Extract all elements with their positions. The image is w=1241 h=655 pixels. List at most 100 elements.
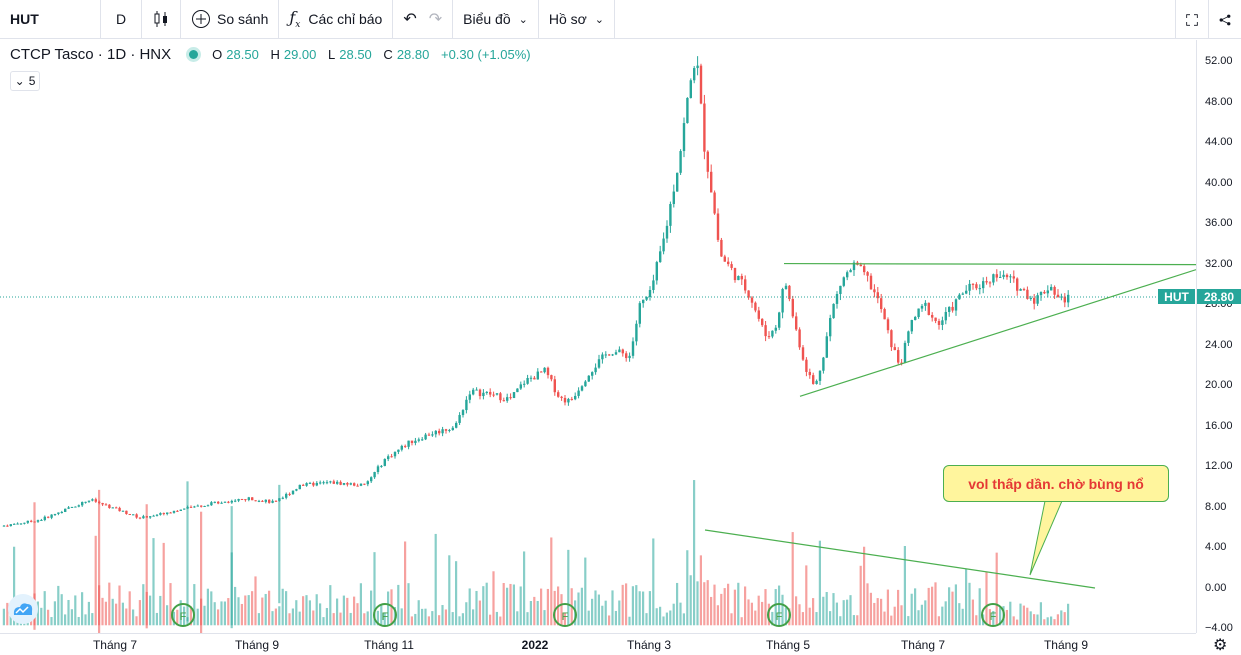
volume-bar (400, 608, 403, 626)
time-tick-label: Tháng 7 (92, 638, 138, 652)
compare-button[interactable]: So sánh (181, 0, 278, 39)
share-button[interactable] (1209, 0, 1241, 39)
volume-bar (801, 612, 804, 626)
symbol-search-button[interactable]: HUT (10, 11, 39, 27)
candle (495, 393, 499, 396)
candle (818, 370, 822, 385)
event-marker[interactable]: F (981, 603, 1005, 627)
volume-bar (883, 611, 886, 626)
logo-icon[interactable] (8, 594, 38, 624)
volume-bar (645, 613, 648, 626)
candle (893, 343, 896, 351)
candle (516, 388, 519, 393)
svg-text:F: F (562, 611, 569, 623)
support-trendline[interactable] (799, 269, 1196, 397)
profile-menu-button[interactable]: Hồ sơ ⌄ (539, 0, 614, 39)
candle (47, 516, 50, 519)
volume-bar (98, 489, 101, 633)
volume-bar (373, 552, 376, 626)
volume-bar (968, 582, 971, 626)
volume-bar (659, 606, 662, 626)
candle (138, 517, 142, 520)
redo-button[interactable]: ↷ (427, 0, 452, 39)
volume-bar (880, 598, 883, 626)
volume-bar (567, 549, 570, 626)
event-marker[interactable]: F (373, 603, 397, 627)
indicators-button[interactable]: ƒx Các chỉ báo (279, 0, 392, 39)
candle (346, 482, 349, 487)
volume-bar (444, 609, 447, 626)
fullscreen-button[interactable] (1176, 0, 1208, 39)
resistance-trendline[interactable] (783, 262, 1196, 266)
candle (580, 385, 584, 392)
settings-gear-icon[interactable]: ⚙ (1213, 637, 1228, 654)
volume-bar (417, 600, 420, 626)
candle (839, 285, 842, 301)
volume-bar (183, 606, 186, 626)
volume-bar (856, 615, 859, 626)
volume-bar (217, 609, 220, 626)
candle (886, 317, 890, 334)
volume-bar (393, 607, 396, 626)
volume-bar (662, 616, 665, 626)
candle (108, 504, 111, 509)
candle (468, 390, 471, 404)
chart-style-button[interactable] (142, 0, 180, 39)
undo-button[interactable]: ↶ (393, 0, 426, 39)
candle (414, 437, 417, 446)
indicators-label: Các chỉ báo (308, 11, 383, 27)
interval-button[interactable]: D (115, 11, 127, 27)
candle (220, 501, 223, 504)
candle (149, 516, 152, 519)
volume-bar (264, 593, 267, 626)
volume-bar (621, 584, 624, 626)
volume-bar (295, 600, 298, 626)
volume-bar (1019, 603, 1022, 626)
candle (458, 412, 461, 426)
symbol-title: CTCP Tasco · 1D · HNX (10, 46, 172, 63)
candle (574, 392, 577, 401)
volume-bar (104, 601, 107, 626)
volume-bar (499, 616, 502, 626)
volume-bar (356, 603, 359, 626)
candle (118, 506, 121, 512)
candle (16, 522, 19, 525)
collapse-indicators-button[interactable]: ⌄ 5 (10, 71, 40, 91)
event-marker[interactable]: F (553, 603, 577, 627)
volume-bar (825, 592, 828, 626)
candle (19, 523, 23, 525)
volume-bar (1022, 605, 1025, 626)
candle (733, 267, 737, 283)
volume-bar (308, 600, 311, 626)
price-tick-label: 4.00 (1205, 541, 1227, 554)
volume-bar (893, 606, 896, 626)
volume-bar (614, 610, 617, 626)
candle (982, 277, 985, 294)
candle (1050, 284, 1053, 291)
event-marker[interactable]: F (767, 603, 791, 627)
candle (614, 349, 618, 356)
candle (740, 273, 743, 286)
candle (84, 501, 87, 504)
candle (274, 500, 278, 502)
volume-bar (686, 550, 689, 626)
volume-bar (866, 583, 869, 626)
candle (60, 510, 63, 514)
candle (217, 500, 220, 505)
candle (961, 292, 964, 296)
annotation-callout[interactable]: vol thấp dần. chờ bùng nổ (943, 465, 1169, 502)
candle (336, 480, 339, 485)
volume-trendline[interactable] (704, 529, 1096, 589)
candle (244, 499, 247, 502)
volume-bar (846, 599, 849, 626)
price-axis[interactable]: 52.00 48.00 44.00 40.00 36.00 32.00 28.00 24.00… (1196, 40, 1241, 634)
candle (489, 388, 492, 398)
candle (832, 303, 835, 319)
event-marker[interactable]: F (171, 603, 195, 627)
time-axis[interactable]: Tháng 7 Tháng 9 Tháng 11 2022 Tháng 3 Tháng 5… (0, 633, 1196, 655)
candle (30, 519, 33, 523)
candle (618, 346, 621, 353)
chart-menu-button[interactable]: Biểu đồ ⌄ (453, 0, 538, 39)
volume-bar (832, 593, 835, 626)
